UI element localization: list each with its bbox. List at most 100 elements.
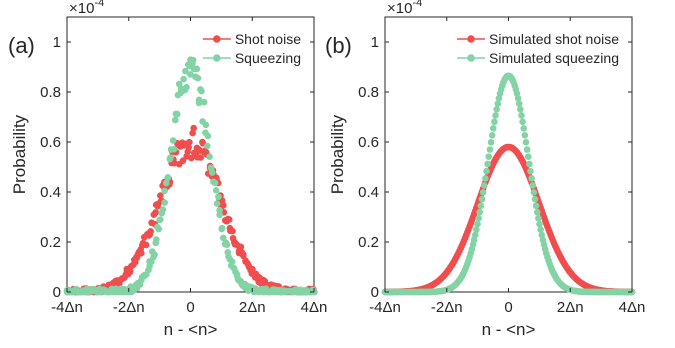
data-point [190,124,197,132]
data-point [167,154,174,161]
data-point [220,202,227,209]
data-point [470,236,478,244]
legend-marker [213,54,221,62]
x-tick-label: 4Δn [619,299,646,316]
data-point [487,139,495,146]
data-point [519,118,526,126]
y-exponent-label: ×10-4 [69,0,104,17]
data-point [187,154,195,162]
data-point [157,192,164,199]
data-point [489,125,497,132]
data-point [208,169,216,176]
data-point [491,118,498,126]
data-point [517,106,524,113]
y-tick-label: 0.6 [40,134,61,151]
data-point [152,209,159,216]
data-point [493,106,500,113]
y-axis-label: Probability [10,114,29,194]
data-point [228,258,236,266]
data-point [520,125,528,132]
data-point [537,226,544,233]
data-point [203,142,211,150]
data-point [183,83,190,91]
x-tick-label: 0 [504,299,512,316]
data-point [484,160,491,168]
legend-entry-label: Simulated squeezing [489,50,619,66]
data-point [475,214,482,222]
data-point [211,179,219,187]
data-point [488,131,496,139]
data-point [198,87,205,95]
y-tick-label: 0.6 [358,134,379,151]
data-point [538,231,546,239]
data-point [159,206,167,213]
data-point [478,195,486,203]
data-point [480,182,488,189]
data-point [526,160,533,168]
data-point [239,251,247,258]
data-point [169,137,177,144]
data-point [212,187,220,194]
data-point [193,65,201,73]
y-tick-label: 1 [53,34,61,51]
data-point [486,146,494,153]
y-tick-label: 0.8 [40,84,61,101]
series-0 [64,124,318,296]
legend-marker [467,54,475,62]
data-point [521,131,529,139]
data-point [482,175,489,182]
data-point [532,202,540,210]
data-point [173,110,181,118]
data-point [514,95,522,102]
legend-entry-label: Squeezing [235,50,301,66]
data-point [186,71,194,78]
x-tick-label: 0 [186,299,194,316]
data-point [223,241,231,249]
data-point [531,195,539,203]
x-tick-label: -4Δn [51,299,83,316]
data-point [182,67,189,75]
data-point [185,144,192,151]
data-point [195,99,203,107]
data-point [142,241,150,249]
data-point [157,216,164,224]
x-tick-label: 2Δn [239,299,266,316]
data-point [527,167,534,175]
x-tick-label: -2Δn [431,299,463,316]
legend-entry-label: Simulated shot noise [489,31,619,47]
data-point [216,211,223,219]
x-axis-label: n - <n> [482,320,536,339]
data-point [536,220,543,228]
data-point [530,189,538,196]
data-point [151,251,158,258]
data-point [476,208,484,216]
y-tick-label: 0 [371,284,379,301]
data-point [147,227,154,235]
data-point [523,146,531,153]
panel-label: (a) [8,33,35,58]
data-point [206,153,213,160]
data-point [237,243,245,251]
panel-b: -4Δn -2Δn 0 2Δn 4Δn 0 0.2 0.4 0.6 0.8 1 ×10-4 n - <n… [325,0,645,339]
data-point [524,153,532,161]
legend-marker [467,35,475,43]
data-point [471,231,479,239]
x-tick-label: -2Δn [113,299,145,316]
data-point [204,132,212,140]
data-point [186,138,193,146]
legend: Simulated shot noise Simulated squeezing [457,31,619,66]
data-point [215,193,222,201]
legend-marker [213,35,221,43]
data-point [535,214,542,222]
series-1 [63,56,318,296]
y-tick-label: 0.2 [358,234,379,251]
panel-label: (b) [325,33,352,58]
series-1 [381,72,636,296]
y-tick-label: 0.4 [358,184,379,201]
data-point [479,189,487,196]
data-point [477,202,485,210]
data-point [189,56,197,64]
data-point [229,227,236,235]
